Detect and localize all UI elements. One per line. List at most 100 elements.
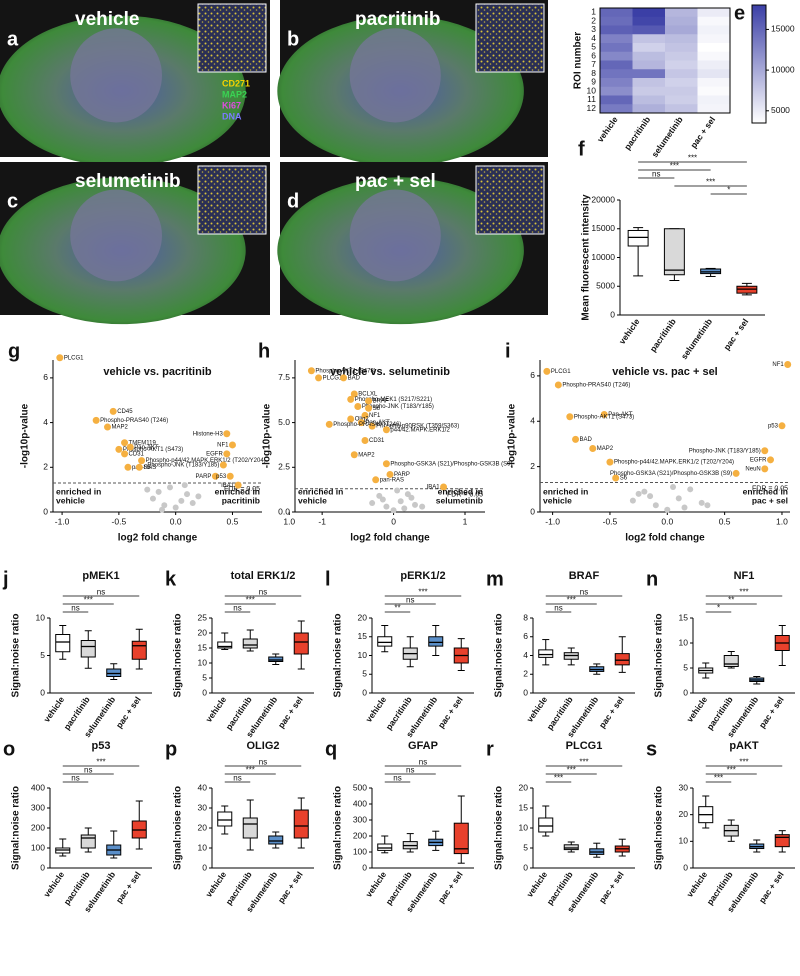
significance-label: ns	[419, 758, 427, 767]
y-tick-label: 4	[43, 417, 48, 427]
point	[219, 461, 227, 469]
row-label: 2	[591, 15, 596, 25]
significance-label: *	[717, 604, 720, 613]
box	[242, 817, 258, 839]
box	[563, 844, 579, 851]
point	[161, 502, 168, 509]
panel-letter: h	[258, 340, 270, 362]
point-label: Phospho-PRAS40 (T246)	[333, 422, 401, 428]
point-label: CD45	[117, 409, 133, 415]
heatmap-cell	[697, 25, 731, 35]
x-tick-label: pac + sel	[114, 695, 143, 730]
point-label: p53	[216, 474, 227, 480]
heatmap-cell	[665, 69, 698, 79]
x-tick-label: vehicle	[42, 869, 67, 899]
box	[538, 649, 554, 658]
x-tick-label: 1.0	[776, 516, 788, 526]
x-axis-label: log2 fold change	[350, 533, 430, 544]
annotation: vehicle	[56, 495, 85, 505]
x-tick-label: pac + sel	[114, 870, 143, 905]
point-label: Pan-AKT	[134, 445, 159, 451]
tumor-region	[349, 189, 441, 282]
y-tick-label: 10	[198, 842, 208, 852]
box	[774, 834, 790, 848]
heatmap-cell	[697, 8, 731, 18]
significance-label: ***	[418, 588, 427, 597]
heatmap-cell	[632, 34, 666, 44]
point	[390, 507, 397, 514]
x-tick-label: 0.5	[719, 516, 731, 526]
significance-label: ns	[84, 766, 92, 775]
y-tick-label: 0	[362, 687, 367, 697]
significance-label: ns	[259, 588, 267, 597]
point	[401, 505, 408, 512]
point-label: CD31	[369, 438, 385, 444]
row-label: 9	[591, 77, 596, 87]
point	[365, 397, 373, 405]
heatmap-cell	[600, 69, 633, 79]
fdr-label: FDR = 0.05	[224, 486, 260, 493]
x-tick-label: -1.0	[545, 516, 560, 526]
point	[307, 367, 315, 375]
significance-label: *	[727, 186, 730, 195]
heatmap-cell	[600, 60, 633, 70]
point	[397, 498, 404, 505]
heatmap-cell	[600, 8, 633, 18]
point	[144, 486, 151, 493]
significance-label: ns	[554, 604, 562, 613]
point	[675, 495, 682, 502]
point-label: BCLXL	[358, 392, 378, 398]
y-tick-label: 6	[530, 370, 535, 380]
significance-label: ns	[97, 588, 105, 597]
box	[377, 843, 393, 851]
y-axis-label: Signal:noise ratio	[333, 614, 344, 698]
point-label: Phospho-AKT1 (S473)	[315, 368, 375, 374]
significance-label: ns	[71, 604, 79, 613]
heatmap-cell	[632, 78, 666, 88]
point-label: Histone-H3	[193, 431, 224, 437]
point	[368, 422, 376, 430]
y-axis-label: Signal:noise ratio	[173, 786, 184, 870]
heatmap-cell	[697, 51, 731, 61]
box	[242, 638, 258, 649]
point	[325, 420, 333, 428]
x-tick-label: pac + sel	[276, 870, 305, 905]
point-label: Phospho-JNK (T183/Y185)	[689, 448, 761, 454]
y-tick-label: 100	[353, 846, 367, 856]
annotation: enriched in	[438, 486, 483, 496]
column-label: vehicle	[595, 114, 620, 144]
x-tick-label: pac + sel	[757, 870, 786, 905]
inset	[475, 165, 545, 235]
significance-label: ***	[739, 588, 748, 597]
point	[732, 469, 740, 477]
y-tick-label: 20	[519, 782, 529, 792]
y-tick-label: 0	[40, 862, 45, 872]
point	[554, 381, 562, 389]
point	[394, 487, 401, 494]
point	[149, 495, 156, 502]
point	[361, 436, 369, 444]
point	[211, 472, 219, 480]
point	[647, 493, 654, 500]
point	[635, 490, 642, 497]
point-label: pan-RAS	[132, 465, 156, 471]
y-tick-label: 300	[353, 814, 367, 824]
box	[453, 822, 469, 855]
point-label: CD31	[129, 451, 145, 457]
box	[217, 811, 233, 827]
box	[80, 834, 96, 849]
y-tick-label: 2	[523, 669, 528, 679]
point	[386, 470, 394, 478]
stain-legend: MAP2	[222, 89, 247, 99]
point-label: S6	[143, 465, 151, 471]
y-tick-label: 25	[198, 612, 208, 622]
y-tick-label: 4	[530, 416, 535, 426]
x-tick-label: 0.0	[661, 516, 673, 526]
y-tick-label: 0	[40, 687, 45, 697]
point-label: S6	[620, 476, 628, 482]
y-tick-label: 10	[198, 657, 208, 667]
significance-label: ns	[406, 596, 414, 605]
point	[121, 450, 129, 458]
chart-title: vehicle vs. pacritinib	[103, 366, 211, 378]
point	[382, 460, 390, 468]
